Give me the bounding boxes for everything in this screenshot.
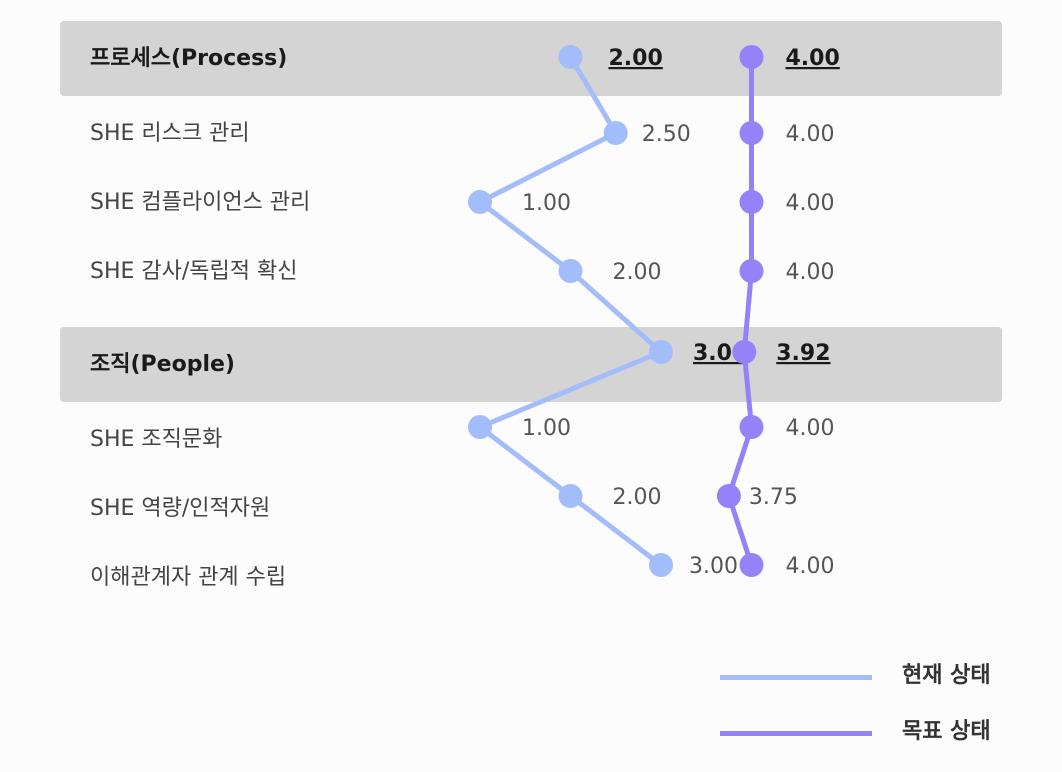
data-point — [739, 45, 764, 69]
row-label-she-capability: SHE 역량/인적자원 — [90, 496, 271, 521]
data-label: 1.00 — [522, 416, 571, 441]
data-point — [603, 121, 628, 145]
data-point — [468, 415, 492, 439]
line-chart: 2.002.501.002.003.001.002.003.004.004.00… — [468, 45, 840, 579]
row-label-she-audit: SHE 감사/독립적 확신 — [90, 259, 298, 284]
data-point — [739, 553, 764, 577]
data-label: 3.75 — [749, 485, 798, 510]
data-label: 4.00 — [786, 554, 835, 579]
data-label: 2.00 — [613, 485, 662, 510]
series-target: 4.00 4.00 4.00 4.00 3.92 4.00 3.75 4.00 — [716, 45, 840, 579]
data-point — [468, 190, 492, 214]
group-band-people — [60, 327, 1002, 402]
group-band-process — [60, 21, 1002, 96]
legend-label-target: 목표 상태 — [902, 719, 991, 744]
row-label-stakeholder: 이해관계자 관계 수립 — [90, 565, 287, 590]
data-point — [739, 415, 764, 439]
row-label-people: 조직(People) — [90, 352, 235, 377]
data-label: 3.92 — [776, 341, 830, 366]
data-label: 1.00 — [522, 191, 571, 216]
row-label-she-risk: SHE 리스크 관리 — [90, 121, 250, 146]
data-point — [649, 340, 673, 364]
data-label: 3.00 — [689, 554, 738, 579]
legend-swatch-target — [720, 731, 872, 736]
data-point — [558, 484, 583, 508]
data-label: 4.00 — [786, 260, 835, 285]
data-point — [558, 45, 583, 69]
data-label: 4.00 — [786, 46, 840, 71]
legend-swatch-current — [720, 675, 872, 680]
row-label-process: 프로세스(Process) — [90, 46, 288, 71]
data-point — [716, 484, 741, 508]
series-current: 2.002.501.002.003.001.002.003.00 — [468, 45, 747, 579]
data-point — [739, 190, 764, 214]
data-label: 2.00 — [613, 260, 662, 285]
row-label-she-culture: SHE 조직문화 — [90, 427, 223, 452]
data-label: 4.00 — [786, 416, 835, 441]
data-label: 2.50 — [642, 122, 691, 147]
data-point — [732, 340, 757, 364]
data-point — [558, 259, 583, 283]
data-point — [649, 553, 673, 577]
data-point — [739, 121, 764, 145]
data-point — [739, 259, 764, 283]
legend-label-current: 현재 상태 — [902, 663, 991, 688]
series-line — [477, 55, 664, 567]
row-label-she-compliance: SHE 컴플라이언스 관리 — [90, 190, 311, 215]
data-label: 4.00 — [786, 122, 835, 147]
data-label: 4.00 — [786, 191, 835, 216]
data-label: 2.00 — [609, 46, 663, 71]
